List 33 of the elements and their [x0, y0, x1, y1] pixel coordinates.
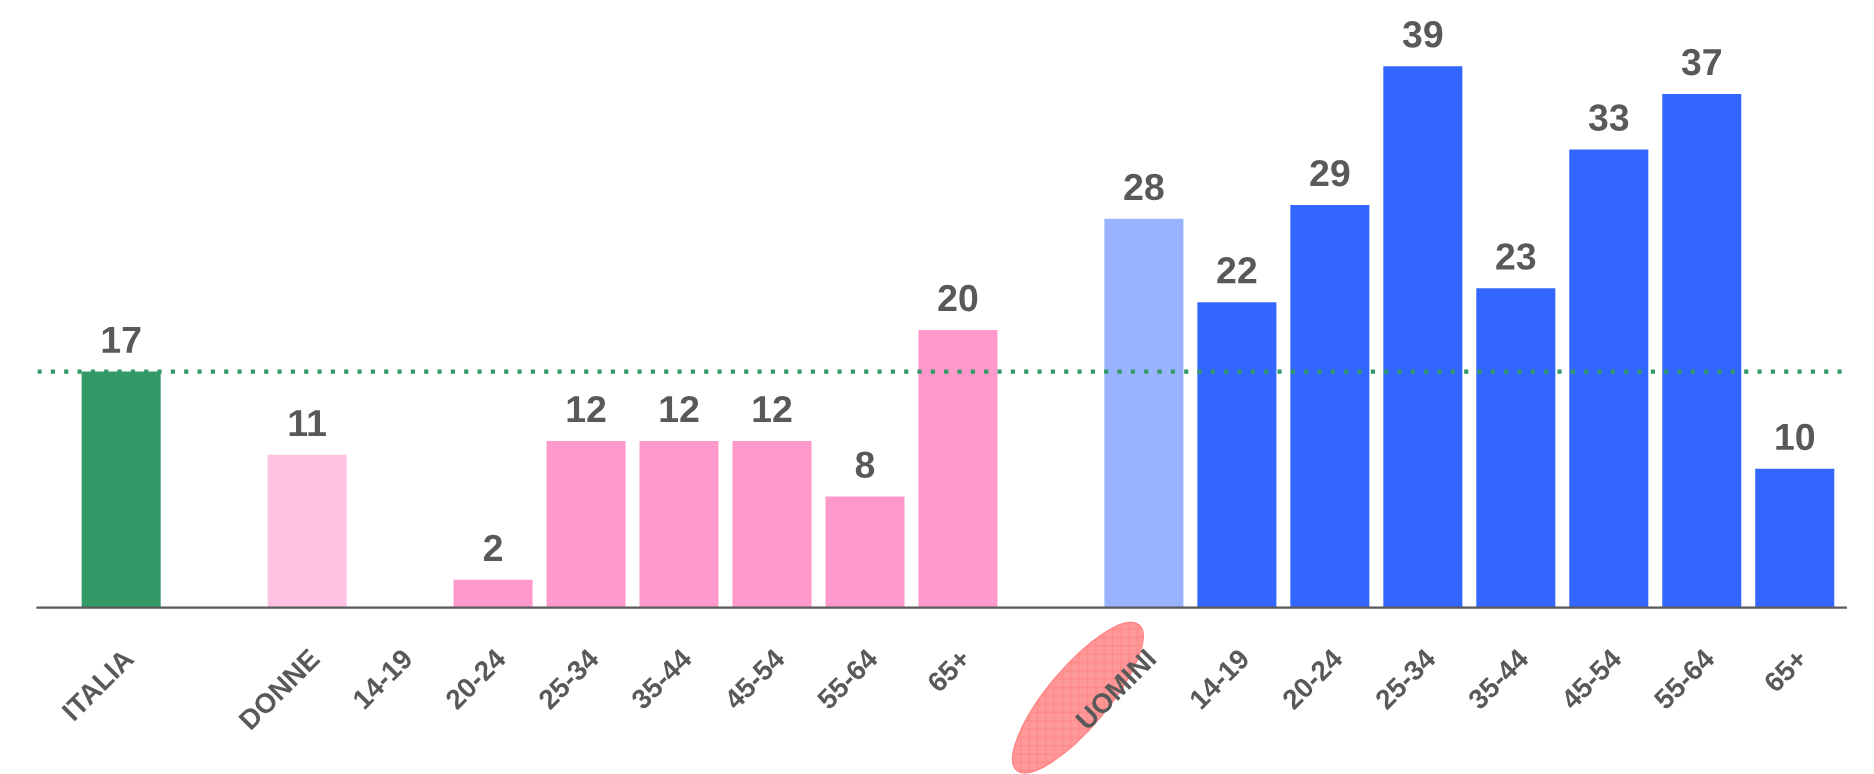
bar [1662, 93, 1742, 608]
bar [918, 329, 998, 608]
data-label: 28 [1124, 173, 1164, 201]
data-label: 39 [1402, 21, 1443, 48]
data-label: 12 [660, 395, 699, 423]
bar [1755, 468, 1835, 608]
bar [453, 579, 533, 608]
data-label: 12 [753, 395, 792, 423]
bar [1569, 149, 1649, 608]
bar [825, 496, 905, 608]
data-label: 29 [1310, 159, 1350, 187]
bar [546, 440, 626, 608]
data-label: 10 [1776, 423, 1815, 451]
data-label: 23 [1496, 243, 1536, 270]
data-label: 17 [102, 326, 141, 353]
bar [1476, 288, 1556, 608]
bar [1197, 302, 1277, 608]
x-tick-label: 65+ [1762, 647, 1809, 694]
bar [267, 454, 347, 608]
data-label: 8 [855, 451, 875, 478]
data-label: 22 [1217, 257, 1257, 284]
bar [1104, 218, 1184, 608]
data-label: 37 [1681, 48, 1721, 76]
data-label: 2 [483, 534, 502, 561]
data-label: 11 [289, 410, 326, 436]
data-label: 12 [567, 395, 606, 423]
data-label: 33 [1588, 104, 1629, 131]
bar [1290, 204, 1370, 608]
bar [639, 440, 719, 608]
x-tick-label: 65+ [925, 647, 972, 694]
data-label: 20 [938, 284, 978, 312]
bar [732, 440, 812, 608]
bar [1383, 66, 1463, 608]
